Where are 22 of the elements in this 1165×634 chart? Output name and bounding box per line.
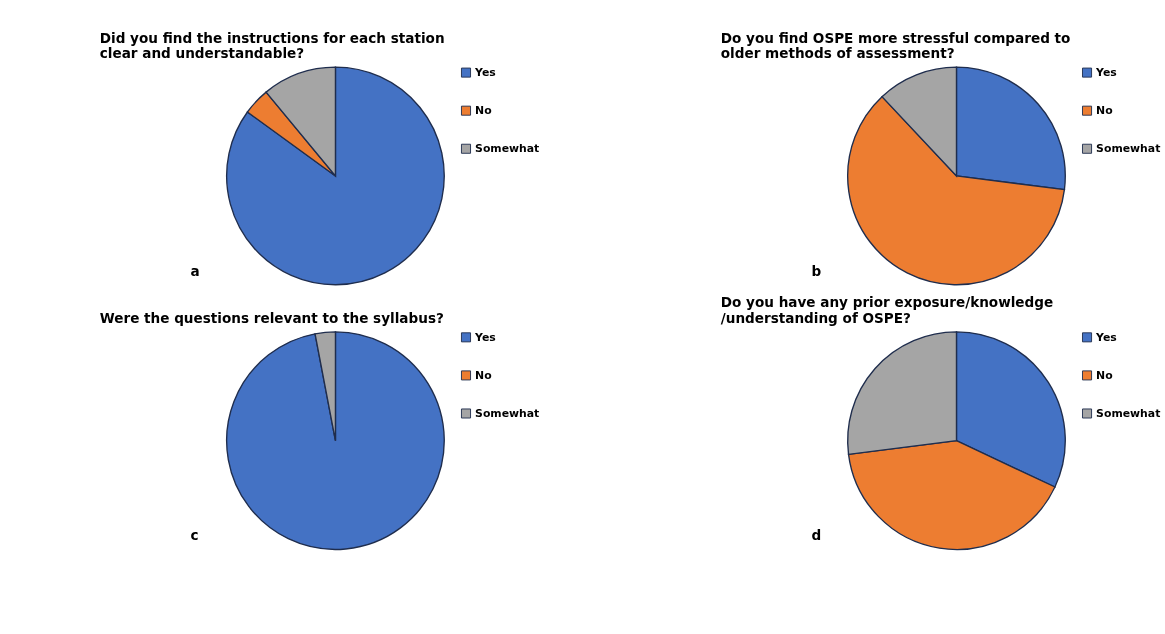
legend-label: No	[475, 369, 492, 383]
text: c	[190, 527, 199, 544]
pie-slice	[226, 331, 445, 551]
legend-label: No	[475, 104, 492, 118]
legend-label: Yes	[474, 330, 496, 344]
legend-label: Yes	[474, 66, 496, 80]
legend-label: Somewhat	[1096, 407, 1161, 421]
pie-slice	[225, 66, 445, 286]
legend-label: No	[1096, 369, 1113, 383]
chart-title: Do you find OSPE more stressful compared to older methods of assessment?	[720, 29, 1071, 62]
chart-title: Do you have any prior exposure/knowledge /understanding of OSPE?	[720, 294, 1054, 326]
legend-label: Yes	[1095, 66, 1117, 80]
text: a	[190, 262, 200, 279]
legend-label: Somewhat	[475, 142, 540, 156]
legend-label: No	[1096, 104, 1113, 118]
text: d	[811, 527, 822, 544]
legend-label: Yes	[1095, 330, 1117, 344]
legend-label: Somewhat	[475, 407, 540, 421]
chart-title: Were the questions relevant to the syllabus?	[99, 309, 444, 326]
chart-title: Did you find the instructions for each station clear and understandable?	[99, 29, 445, 62]
text: b	[811, 262, 822, 279]
legend-label: Somewhat	[1096, 142, 1161, 156]
